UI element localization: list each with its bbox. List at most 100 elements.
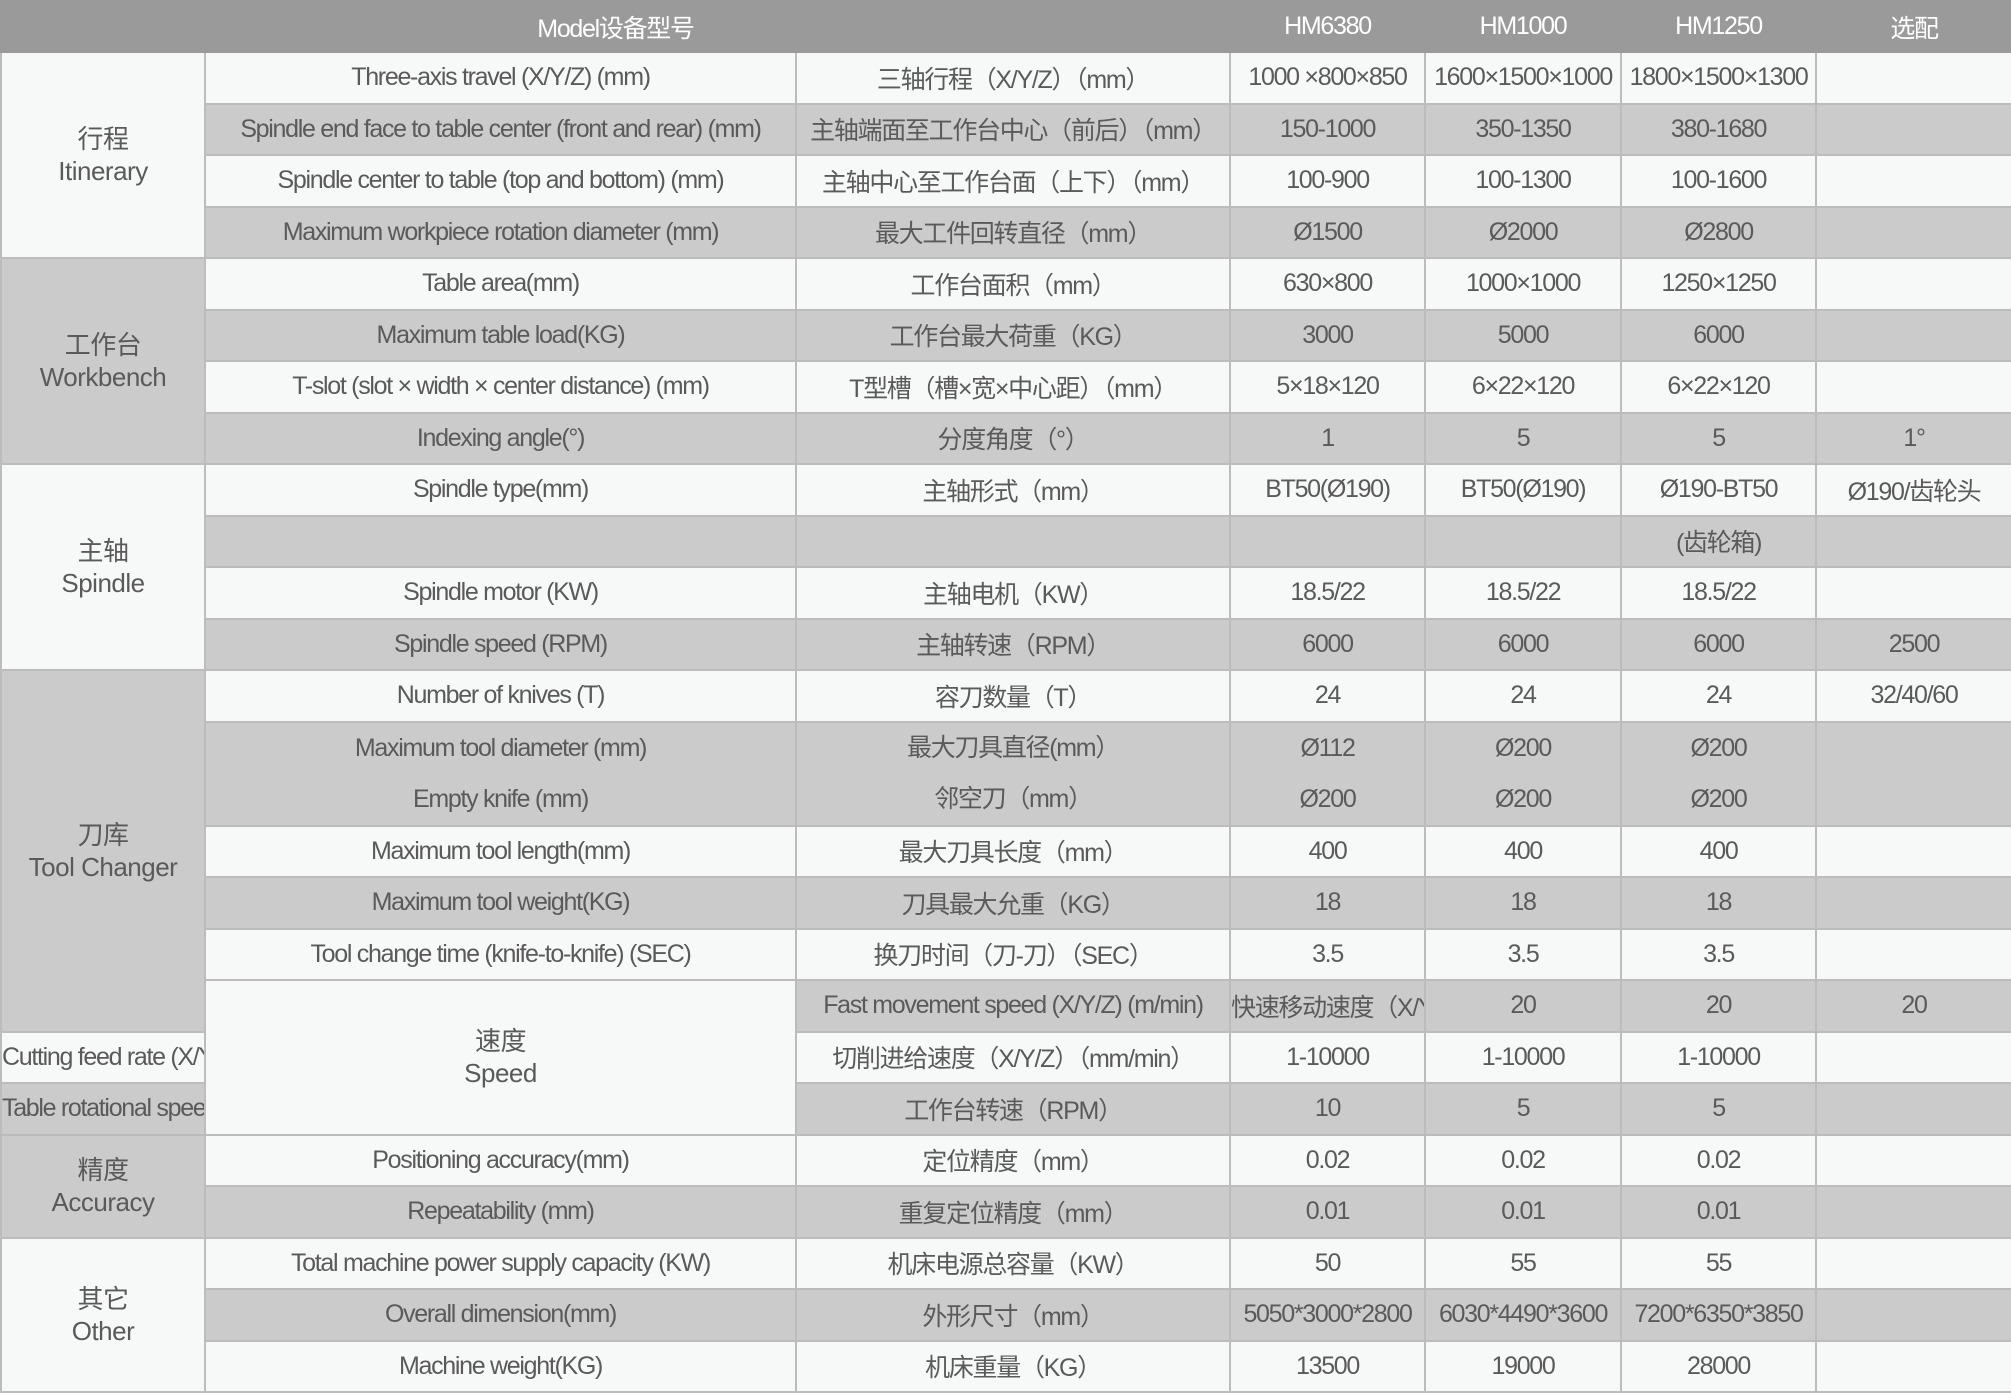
spec-name-cn: 主轴形式（mm） — [794, 463, 1232, 517]
table-row: 其它 Other Total machine power supply capaci… — [0, 1236, 2011, 1393]
spec-value: 6000 — [1620, 308, 1818, 362]
spec-name-cn: 主轴中心至工作台面（上下）（mm） — [794, 154, 1232, 208]
table-row: 工作台 Workbench Table area(mm) 工作台面积（mm） 630×8… — [0, 257, 2011, 465]
category-en: Itinerary — [58, 156, 148, 186]
spec-value — [1815, 720, 2011, 827]
cell-line: Ø200 — [1690, 784, 1748, 813]
category-cell: 刀库 Tool Changer — [0, 669, 206, 1033]
table-row: 行程 Itinerary Three-axis travel (X/Y/Z) (mm… — [0, 51, 2011, 259]
spec-value: 19000 — [1424, 1339, 1623, 1393]
spec-value: 1000×1000 — [1424, 257, 1623, 311]
category-cn: 其它 — [77, 1283, 129, 1314]
table-row: Table rotational speed (RPM) 工作台转速（RPM）10… — [0, 1082, 2011, 1136]
spec-value: 18.5/22 — [1229, 566, 1427, 620]
spec-value: 3.5 — [1424, 927, 1623, 981]
spec-value — [1815, 360, 2011, 414]
spec-value: Ø2800 — [1620, 205, 1818, 259]
category-en: Other — [71, 1315, 135, 1346]
spec-value: 7200*6350*3850 — [1620, 1288, 1818, 1342]
spec-value: 1600×1500×1000 — [1424, 51, 1623, 105]
spec-value: 24 — [1424, 669, 1623, 723]
table-row: Overall dimension(mm) 外形尺寸（mm） 5050*3000*2… — [1, 1288, 2011, 1342]
spec-value: 6×22×120 — [1424, 360, 1623, 414]
spec-value: 380-1680 — [1620, 102, 1818, 156]
spec-value: 0.02 — [1424, 1133, 1623, 1187]
table-row: Spindle speed (RPM) 主轴转速（RPM） 6000 6000 6000… — [1, 617, 2011, 671]
spec-value: 18.5/22 — [1424, 566, 1623, 620]
spec-value — [1815, 1288, 2011, 1342]
spec-name-en: Maximum tool diameter (mm) Empty knife (m… — [204, 720, 797, 827]
spec-value — [1815, 1339, 2011, 1393]
spec-value: 0.01 — [1424, 1185, 1623, 1239]
spec-name-cn: 工作台最大荷重（KG） — [794, 308, 1232, 362]
category-cn: 工作台 — [64, 330, 142, 360]
spec-value: 150-1000 — [1229, 102, 1427, 156]
spec-name-en: Machine weight(KG) — [204, 1339, 797, 1393]
spec-value — [1815, 1133, 2011, 1187]
table-row: Maximum workpiece rotation diameter (mm)… — [1, 205, 2011, 259]
spec-name-cn: 快速移动速度（X/Y/Z）（m/min） — [1229, 979, 1427, 1033]
spec-value: 5 — [1424, 1082, 1623, 1136]
spec-name-en: Maximum tool length(mm) — [204, 824, 797, 878]
spec-value: 55 — [1620, 1236, 1818, 1290]
spec-value: Ø190/齿轮头 — [1815, 463, 2011, 517]
spec-name-en: Spindle end face to table center (front … — [204, 102, 797, 156]
spec-name-cn: 换刀时间（刀-刀）（SEC） — [794, 927, 1232, 981]
spec-name-cn: 机床重量（KG） — [794, 1339, 1232, 1393]
table-row: (齿轮箱) — [1, 514, 2011, 568]
spec-value: 20 — [1815, 979, 2011, 1033]
spec-value: 6000 — [1620, 617, 1818, 671]
spec-name-en: Number of knives (T) — [204, 669, 797, 723]
spec-value: 24 — [1620, 669, 1818, 723]
spec-value — [1815, 102, 2011, 156]
category-cn: 主轴 — [77, 536, 129, 566]
table-row: Maximum tool diameter (mm) Empty knife (m… — [1, 720, 2011, 827]
spec-name-cn: 刀具最大允重（KG） — [794, 876, 1232, 930]
spec-value: 50 — [1229, 1236, 1427, 1290]
spec-value — [1815, 514, 2011, 568]
spec-value — [1815, 1030, 2011, 1084]
spec-value: 18 — [1424, 876, 1623, 930]
table-row: Indexing angle(°) 分度角度（°） 1 5 5 1° — [1, 411, 2011, 465]
spec-value: 1 — [1229, 411, 1427, 465]
spec-name-cn: T型槽（槽×宽×中心距）（mm） — [794, 360, 1232, 414]
spec-name-cn — [794, 514, 1232, 568]
spec-name-en: Tool change time (knife-to-knife) (SEC) — [204, 927, 797, 981]
spec-name-cn: 容刀数量（T） — [794, 669, 1232, 723]
spec-name-en: Positioning accuracy(mm) — [204, 1133, 797, 1187]
category-cell: 精度 Accuracy — [0, 1133, 206, 1239]
spec-value: 18 — [1229, 876, 1427, 930]
spec-value: 400 — [1229, 824, 1427, 878]
spec-name-en: Spindle motor (KW) — [204, 566, 797, 620]
spec-value: 3000 — [1229, 308, 1427, 362]
table-row: Spindle motor (KW) 主轴电机（KW） 18.5/22 18.5/22… — [1, 566, 2011, 620]
spec-value — [1815, 257, 2011, 311]
table-row: Spindle center to table (top and bottom)… — [1, 154, 2011, 208]
table-row: Maximum tool length(mm) 最大刀具长度（mm） 400 400 4… — [1, 824, 2011, 878]
category-en: Tool Changer — [28, 851, 178, 882]
table-row: Repeatability (mm) 重复定位精度（mm） 0.01 0.01 0.01 — [1, 1185, 2011, 1239]
spec-value: 0.01 — [1620, 1185, 1818, 1239]
spec-name-en: Spindle center to table (top and bottom)… — [204, 154, 797, 208]
cell-line: Ø200 — [1495, 733, 1552, 762]
spec-value: 5 — [1424, 411, 1623, 465]
spec-value: 20 — [1424, 979, 1623, 1033]
category-cell: 速度 Speed — [204, 979, 797, 1136]
spec-value: 3.5 — [1620, 927, 1818, 981]
spec-value: 5050*3000*2800 — [1229, 1288, 1427, 1342]
spec-name-en: Maximum tool weight(KG) — [204, 876, 797, 930]
spec-name-en: Spindle type(mm) — [204, 463, 797, 517]
spec-value: 0.02 — [1620, 1133, 1818, 1187]
spec-name-cn: 最大刀具直径(mm） 邻空刀（mm） — [794, 720, 1232, 827]
spec-value: 630×800 — [1229, 257, 1427, 311]
spec-value: 1250×1250 — [1620, 257, 1818, 311]
spec-name-cn: 工作台转速（RPM） — [794, 1082, 1232, 1136]
table-row: 精度 Accuracy Positioning accuracy(mm) 定位精度（m… — [0, 1133, 2011, 1239]
table-row: 刀库 Tool Changer Number of knives (T) 容刀数量（T… — [0, 669, 2011, 1033]
spec-value: Ø2000 — [1424, 205, 1623, 259]
spec-value: 1000 ×800×850 — [1229, 51, 1427, 105]
spec-value: 2500 — [1815, 617, 2011, 671]
spec-value: (齿轮箱) — [1620, 514, 1818, 568]
spec-value — [1815, 566, 2011, 620]
